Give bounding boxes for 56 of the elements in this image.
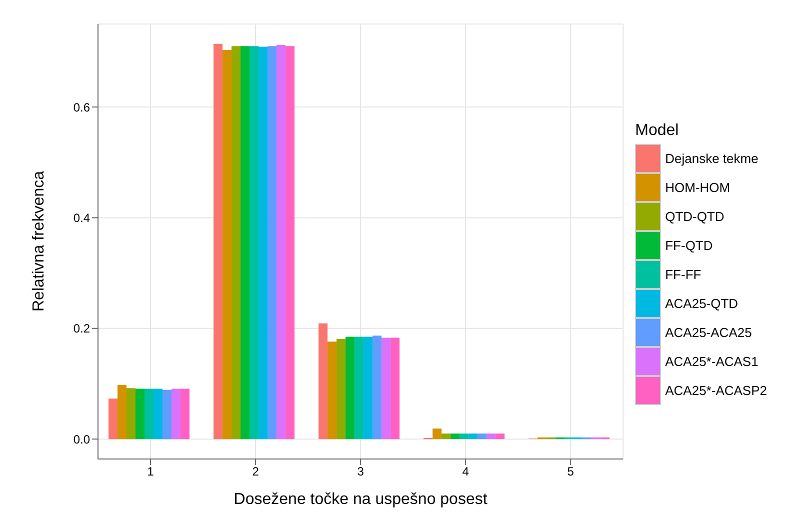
bar [180, 388, 190, 440]
legend-label: ACA25-QTD [665, 296, 738, 311]
bar [172, 388, 180, 440]
bar [468, 434, 478, 440]
bar [382, 338, 391, 440]
bar [214, 44, 223, 440]
bar [346, 336, 355, 440]
bar [390, 338, 400, 440]
bar [318, 323, 328, 440]
bar [222, 50, 232, 440]
bar [486, 434, 496, 440]
legend-title: Model [635, 122, 680, 140]
bar [108, 398, 118, 440]
bar [450, 434, 460, 440]
bar [136, 388, 144, 440]
bar [276, 45, 286, 440]
legend-label: ACA25*-ACAS1 [665, 354, 758, 369]
legend-label: FF-FF [665, 267, 702, 282]
legend-label: ACA25-ACA25 [665, 325, 752, 340]
x-tick-label: 2 [252, 464, 260, 479]
bar [328, 342, 337, 440]
bar [162, 390, 172, 440]
bar [232, 46, 241, 440]
legend-label: QTD-QTD [665, 209, 724, 224]
bar [286, 46, 295, 440]
y-tick-label: 0.4 [73, 210, 90, 225]
legend-label: Dejanske tekme [665, 151, 758, 166]
bar [144, 388, 154, 440]
bar [336, 338, 346, 440]
bar [478, 434, 487, 440]
bar [258, 46, 268, 440]
y-tick-label: 0.2 [73, 322, 90, 336]
bar [126, 388, 136, 440]
bar [496, 434, 505, 440]
bar [432, 428, 442, 440]
x-tick-label: 3 [357, 464, 364, 479]
legend-label: HOM-HOM [665, 180, 730, 195]
bar [442, 434, 451, 440]
bar [354, 336, 364, 440]
x-axis-title: Dosežene točke na uspešno posest [234, 491, 488, 508]
bar [240, 46, 250, 440]
x-tick-label: 4 [462, 464, 470, 479]
legend-label: FF-QTD [665, 238, 713, 253]
bar [154, 388, 162, 440]
x-tick-label: 5 [567, 464, 574, 479]
bar [250, 46, 259, 440]
bar [118, 384, 126, 440]
bar [364, 336, 373, 440]
y-tick-label: 0.0 [73, 432, 90, 446]
bar [268, 46, 277, 440]
y-axis-title: Relativna frekvenca [30, 170, 48, 312]
y-tick-label: 0.6 [73, 100, 90, 114]
bar [460, 434, 469, 440]
bar [372, 336, 382, 440]
x-tick-label: 1 [147, 464, 154, 479]
legend-label: ACA25*-ACASP2 [665, 383, 767, 398]
